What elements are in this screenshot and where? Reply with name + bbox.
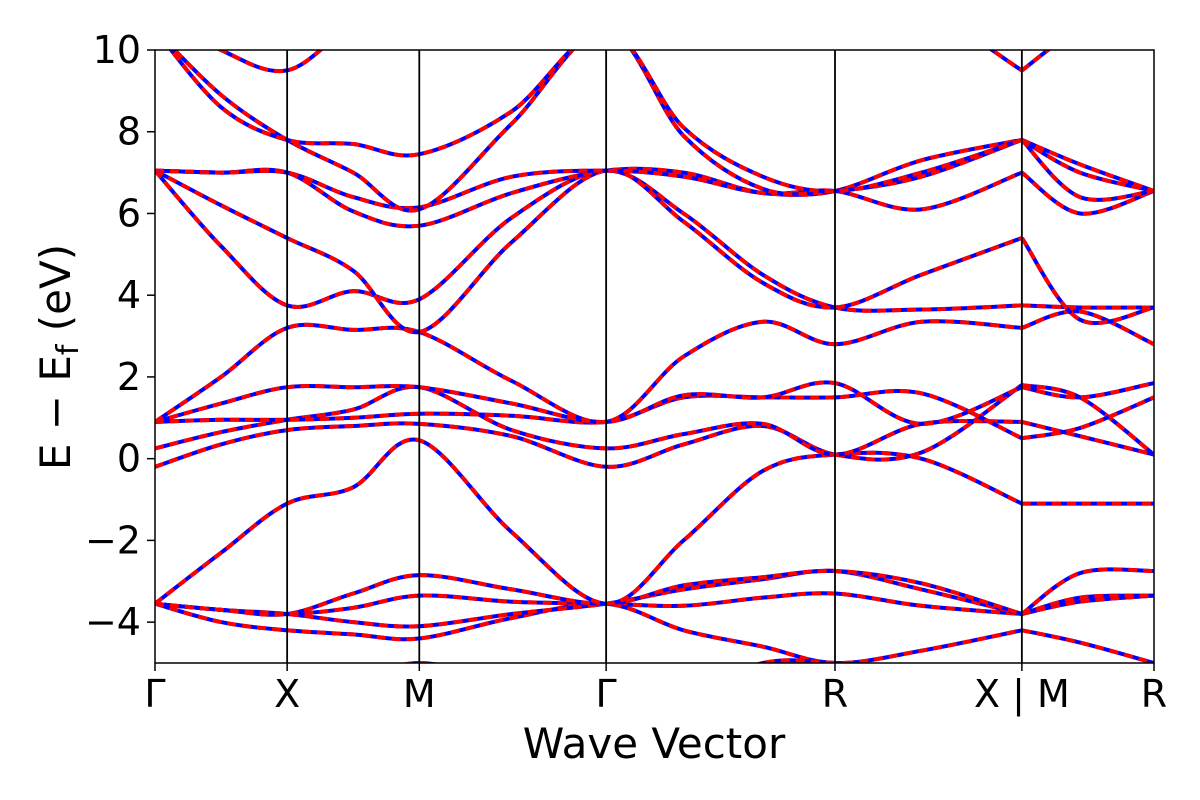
y-axis-label-main: E − E (31, 355, 80, 470)
x-tick-label: Γ (144, 672, 165, 716)
x-axis-label: Wave Vector (523, 719, 786, 768)
band-16-line (168, 50, 1154, 194)
y-tick-label: 0 (117, 437, 141, 481)
band-12-line (155, 168, 1154, 335)
band-13-line (155, 166, 1154, 229)
x-tick-label: Γ (596, 672, 617, 716)
x-tick-label: R (822, 672, 848, 716)
kpoint-lines (286, 50, 1023, 663)
x-tick-label: R (1141, 672, 1167, 716)
y-axis-label-unit: (eV) (31, 244, 80, 345)
y-tick-label: −4 (85, 600, 141, 644)
x-tick-label: M (403, 672, 436, 716)
y-axis-ticks: −4 −2 0 2 4 6 8 10 (85, 28, 155, 644)
band-4-line (155, 567, 1154, 617)
y-axis-label: E − Ef (eV) (31, 244, 86, 470)
plot-frame (154, 49, 1155, 664)
x-tick-label: X | M (974, 672, 1070, 717)
y-tick-label: 8 (117, 110, 141, 154)
band-1-line (155, 591, 1154, 617)
band-17-line (216, 50, 1052, 74)
band-11-overlay-line (155, 168, 1154, 313)
y-tick-label: 10 (93, 28, 141, 72)
y-tick-label: 2 (117, 355, 141, 399)
x-tick-label: X (274, 672, 300, 716)
y-axis-label-sub: f (51, 343, 86, 355)
x-axis-ticks: Γ X M Γ R X | M R (144, 663, 1167, 717)
band-14-line (155, 137, 1154, 211)
y-tick-label: 6 (117, 191, 141, 235)
band-10-line (155, 309, 1154, 425)
y-tick-label: −2 (85, 518, 141, 562)
y-tick-label: 4 (117, 273, 141, 317)
